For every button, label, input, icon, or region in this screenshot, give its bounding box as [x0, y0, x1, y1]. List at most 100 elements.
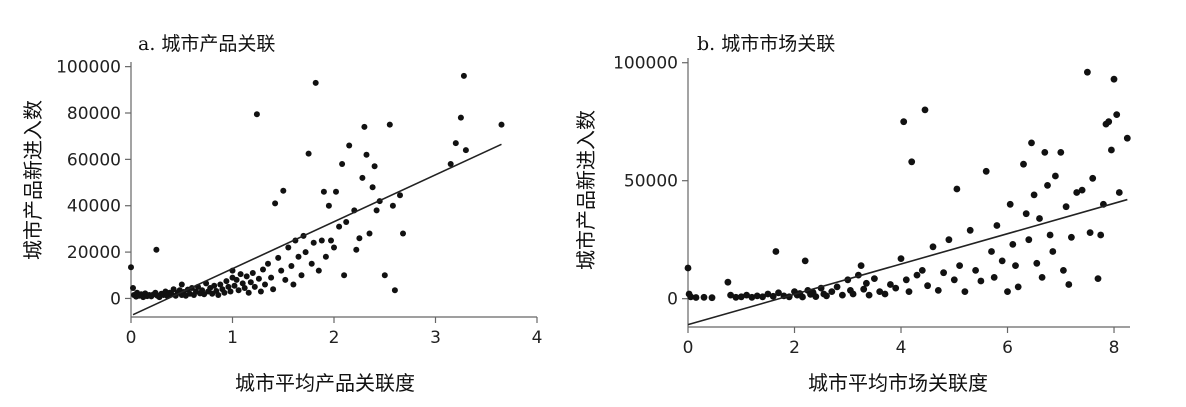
- a-y-tick-label: 0: [110, 289, 121, 309]
- a-data-point: [391, 287, 398, 294]
- b-data-point: [1012, 262, 1019, 269]
- b-data-point: [1006, 200, 1014, 208]
- b-data-point: [839, 291, 846, 299]
- panel-a-fit-line: [132, 143, 502, 316]
- b-data-point: [1020, 160, 1027, 168]
- b-data-point: [871, 275, 878, 282]
- b-data-point: [1086, 229, 1094, 237]
- a-data-point: [363, 151, 370, 158]
- a-data-point: [233, 276, 240, 283]
- a-y-tick-label: 20000: [67, 243, 121, 263]
- a-y-tick-label: 80000: [67, 104, 121, 124]
- b-data-point: [902, 276, 910, 284]
- a-data-point: [153, 246, 160, 253]
- a-data-point: [381, 272, 388, 279]
- b-data-point: [900, 118, 908, 126]
- panel-a-city-product: a. 城市产品关联 城市平均产品关联度 城市产品新进入数 0 1 2 3 4 0 20000…: [21, 33, 542, 395]
- b-data-point: [753, 292, 761, 300]
- b-data-point: [961, 288, 969, 295]
- b-data-point: [1025, 236, 1033, 244]
- a-data-point: [457, 114, 464, 121]
- b-data-point: [1004, 288, 1011, 295]
- b-data-point: [1065, 281, 1073, 288]
- b-data-point: [977, 277, 985, 285]
- a-y-tick-label: 100000: [56, 58, 121, 78]
- a-data-point: [333, 188, 339, 195]
- b-data-point: [905, 288, 913, 295]
- b-data-point: [1030, 191, 1038, 199]
- b-x-tick-label: 4: [896, 338, 907, 358]
- a-data-point: [178, 281, 185, 288]
- panel-a-points: [128, 72, 505, 301]
- b-data-point: [913, 271, 921, 279]
- b-data-point: [1097, 231, 1105, 239]
- a-data-point: [270, 286, 277, 293]
- a-data-point: [253, 111, 260, 118]
- a-data-point: [460, 72, 467, 79]
- b-data-point: [692, 294, 700, 301]
- a-data-point: [247, 279, 254, 286]
- b-data-point: [1113, 111, 1121, 118]
- a-data-point: [170, 286, 177, 293]
- a-data-point: [331, 244, 337, 251]
- b-data-point: [1078, 186, 1086, 194]
- b-data-point: [863, 279, 870, 287]
- a-data-point: [227, 288, 234, 295]
- a-data-point: [386, 121, 393, 128]
- a-data-point: [369, 184, 376, 191]
- a-data-point: [278, 267, 285, 274]
- b-data-point: [1123, 134, 1131, 142]
- b-data-point: [727, 291, 734, 299]
- a-data-point: [462, 147, 469, 154]
- a-data-point: [130, 285, 136, 291]
- b-data-point: [1062, 203, 1070, 211]
- panel-b-x-axis-label: 城市平均市场关联度: [808, 371, 988, 395]
- b-data-point: [799, 293, 806, 301]
- a-data-point: [339, 161, 346, 167]
- a-data-point: [400, 230, 406, 237]
- b-data-point: [748, 293, 756, 301]
- a-data-point: [128, 264, 134, 271]
- b-data-point: [1022, 210, 1030, 218]
- b-x-tick-label: 0: [683, 338, 694, 358]
- b-data-point: [921, 106, 929, 114]
- b-data-point: [823, 292, 830, 300]
- b-data-point: [924, 282, 931, 290]
- b-data-point: [940, 269, 947, 277]
- panel-b-fit-line: [687, 198, 1128, 326]
- a-data-point: [282, 276, 289, 283]
- panel-b-axes: 0 2 4 6 8 0 50000 100000: [613, 54, 1130, 358]
- panel-a-x-axis-label: 城市平均产品关联度: [235, 371, 415, 395]
- b-data-point: [966, 226, 974, 234]
- b-data-point: [1108, 146, 1115, 154]
- a-data-point: [280, 187, 287, 194]
- b-data-point: [1060, 267, 1067, 274]
- b-data-point: [764, 290, 772, 298]
- b-data-point: [956, 262, 963, 269]
- b-data-point: [881, 290, 889, 298]
- a-data-point: [302, 249, 309, 256]
- panel-b-y-axis-label: 城市产品新进入数: [574, 110, 598, 270]
- b-data-point: [801, 257, 809, 265]
- b-data-point: [1041, 149, 1049, 156]
- b-data-point: [708, 294, 716, 302]
- b-data-point: [1110, 75, 1118, 83]
- b-data-point: [892, 284, 900, 292]
- panel-a-axes: 0 1 2 3 4 0 20000 40000 60000 80000 100000: [56, 58, 542, 348]
- a-data-point: [260, 266, 266, 273]
- a-data-point: [322, 253, 329, 260]
- a-data-point: [298, 272, 305, 279]
- a-data-point: [318, 237, 325, 244]
- a-data-point: [243, 273, 250, 280]
- a-data-point: [239, 280, 246, 287]
- a-data-point: [251, 283, 258, 290]
- b-data-point: [737, 293, 745, 301]
- a-x-tick-label: 2: [329, 328, 340, 348]
- b-data-point: [759, 293, 766, 301]
- b-data-point: [1115, 189, 1123, 196]
- a-data-point: [268, 274, 275, 281]
- b-data-point: [908, 158, 916, 166]
- a-data-point: [231, 282, 238, 289]
- b-data-point: [950, 276, 958, 284]
